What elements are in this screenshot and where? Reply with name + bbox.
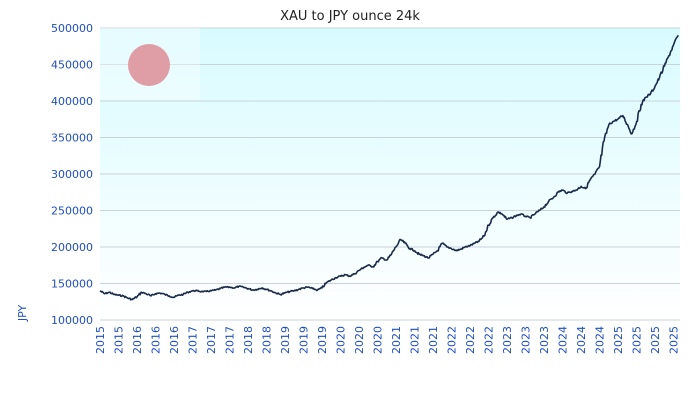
- chart-title: XAU to JPY ounce 24k: [280, 9, 420, 24]
- x-tick-label: 2015: [94, 326, 107, 354]
- y-axis: 100000 150000 200000 250000 300000 350000 4000…: [51, 22, 93, 327]
- x-tick-label: 2019: [298, 326, 311, 354]
- x-tick-label: 2023: [501, 326, 514, 354]
- x-tick-label: 2024: [594, 326, 607, 354]
- y-tick-label: 350000: [51, 132, 93, 145]
- x-tick-label: 2018: [242, 326, 255, 354]
- x-tick-label: 2019: [279, 326, 292, 354]
- y-tick-label: 150000: [51, 278, 93, 291]
- x-tick-label: 2016: [168, 326, 181, 354]
- x-tick-label: 2016: [150, 326, 163, 354]
- x-tick-label: 2025: [631, 326, 644, 354]
- y-tick-label: 300000: [51, 168, 93, 181]
- y-tick-label: 400000: [51, 95, 93, 108]
- x-tick-label: 2021: [409, 326, 422, 354]
- y-tick-label: 200000: [51, 241, 93, 254]
- watermark-logo: [128, 44, 170, 86]
- x-tick-label: 2025: [667, 326, 680, 354]
- x-tick-label: 2019: [316, 326, 329, 354]
- x-tick-label: 2016: [131, 326, 144, 354]
- x-tick-label: 2024: [575, 326, 588, 354]
- x-tick-label: 2015: [112, 326, 125, 354]
- x-tick-label: 2021: [390, 326, 403, 354]
- y-tick-label: 250000: [51, 205, 93, 218]
- x-axis: 2015 2015 2016 2016 2016 2017 2017 2017 2018 2018…: [94, 326, 680, 354]
- x-tick-label: 2017: [223, 326, 236, 354]
- x-tick-label: 2022: [445, 326, 458, 354]
- x-tick-label: 2018: [261, 326, 274, 354]
- y-tick-label: 450000: [51, 59, 93, 72]
- x-tick-label: 2020: [353, 326, 366, 354]
- series-line: [99, 34, 679, 301]
- x-tick-label: 2022: [483, 326, 496, 354]
- y-axis-title: JPY: [16, 305, 29, 323]
- x-tick-label: 2020: [334, 326, 347, 354]
- x-tick-label: 2017: [205, 326, 218, 354]
- x-tick-label: 2024: [556, 326, 569, 354]
- x-tick-label: 2021: [427, 326, 440, 354]
- y-tick-label: 100000: [51, 314, 93, 327]
- x-tick-label: 2023: [520, 326, 533, 354]
- x-tick-label: 2025: [649, 326, 662, 354]
- x-tick-label: 2023: [538, 326, 551, 354]
- x-tick-label: 2025: [612, 326, 625, 354]
- x-tick-label: 2017: [187, 326, 200, 354]
- x-tick-label: 2020: [372, 326, 385, 354]
- y-tick-label: 500000: [51, 22, 93, 35]
- x-tick-label: 2022: [464, 326, 477, 354]
